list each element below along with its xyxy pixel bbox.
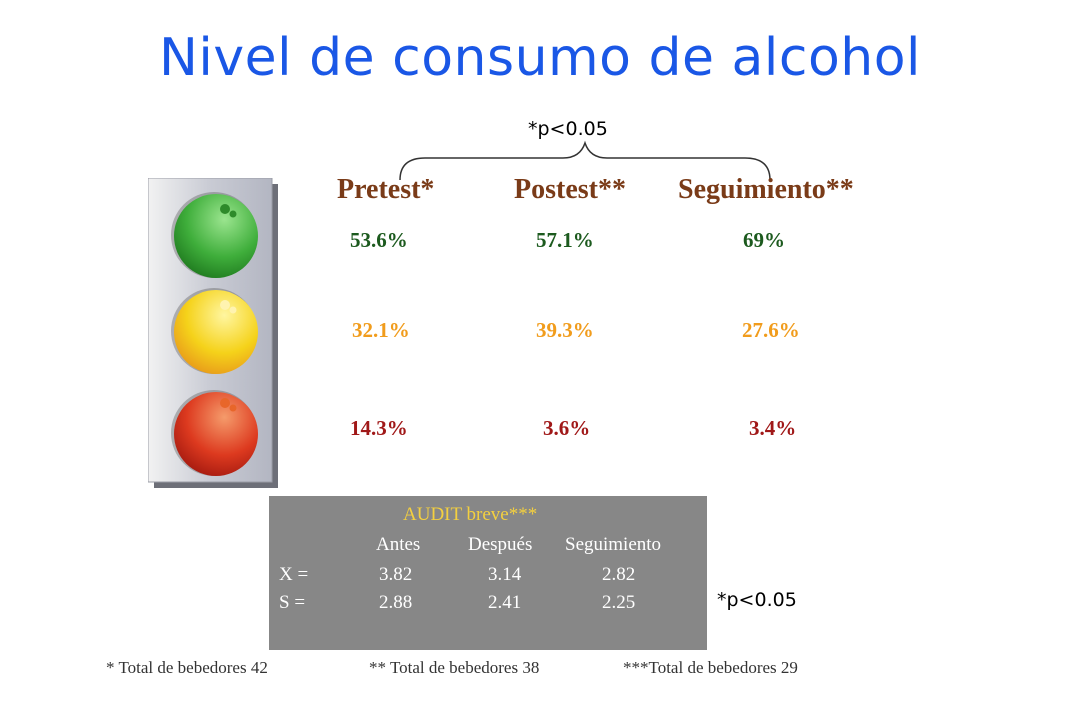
yellow-seguimiento-value: 27.6% xyxy=(742,318,800,342)
green-postest-value: 57.1% xyxy=(536,228,594,252)
significance-note-top: *p<0.05 xyxy=(528,118,608,140)
yellow-pretest-value: 32.1% xyxy=(352,318,410,342)
footnote-postest: ** Total de bebedores 38 xyxy=(369,658,540,677)
significance-note-bottom: *p<0.05 xyxy=(717,589,797,611)
green-seguimiento-value: 69% xyxy=(743,228,785,252)
brace-icon xyxy=(399,140,771,181)
audit-mean-seguimiento: 2.82 xyxy=(602,564,636,585)
header-pretest: Pretest* xyxy=(337,174,435,205)
audit-mean-antes: 3.82 xyxy=(379,564,413,585)
audit-sd-antes: 2.88 xyxy=(379,592,413,613)
audit-col-seguimiento: Seguimiento xyxy=(565,534,662,555)
audit-title: AUDIT breve*** xyxy=(403,504,538,525)
audit-summary-box: AUDIT breve*** Antes Después Seguimiento… xyxy=(269,496,707,650)
green-pretest-value: 53.6% xyxy=(350,228,408,252)
audit-sd-despues: 2.41 xyxy=(488,592,522,613)
red-seguimiento-value: 3.4% xyxy=(749,416,797,440)
header-postest: Postest** xyxy=(514,174,626,205)
red-pretest-value: 14.3% xyxy=(350,416,408,440)
audit-col-despues: Después xyxy=(468,534,533,555)
traffic-light-icon xyxy=(148,178,278,488)
footnote-pretest: * Total de bebedores 42 xyxy=(106,658,268,677)
audit-mean-label: X = xyxy=(279,564,309,585)
audit-mean-despues: 3.14 xyxy=(488,564,522,585)
slide-title: Nivel de consumo de alcohol xyxy=(159,28,921,88)
footnote-seguimiento: ***Total de bebedores 29 xyxy=(623,658,798,677)
audit-sd-seguimiento: 2.25 xyxy=(602,592,636,613)
red-postest-value: 3.6% xyxy=(543,416,591,440)
audit-col-antes: Antes xyxy=(376,534,421,555)
audit-sd-label: S = xyxy=(279,592,306,613)
yellow-postest-value: 39.3% xyxy=(536,318,594,342)
header-seguimiento: Seguimiento** xyxy=(678,174,854,205)
